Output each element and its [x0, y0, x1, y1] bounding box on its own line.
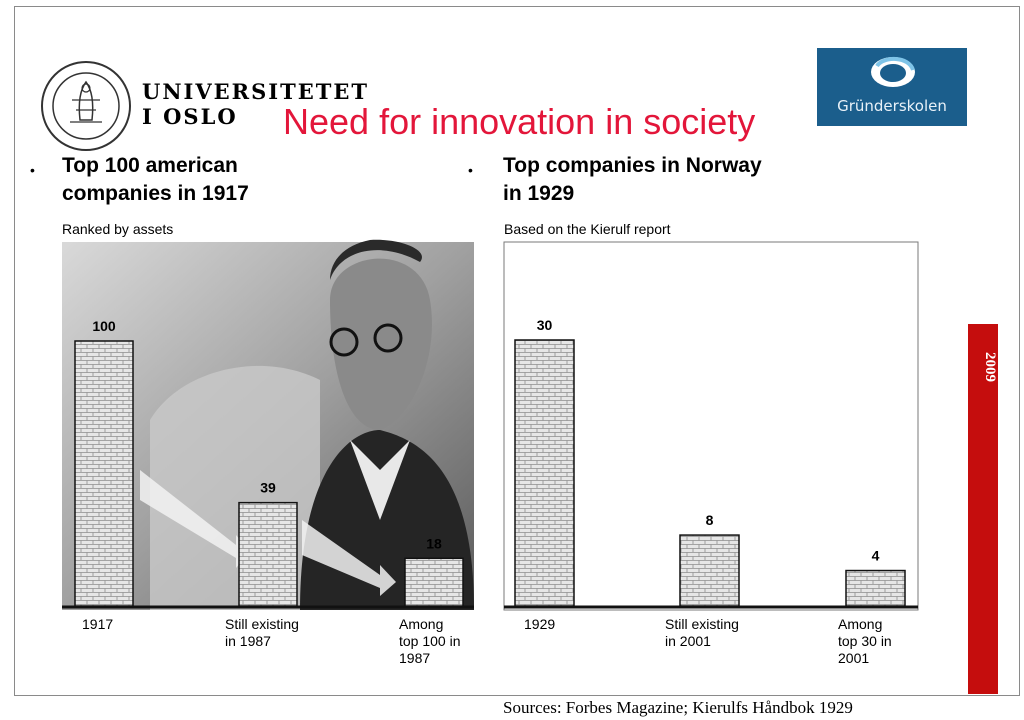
left-chart-data-label: 18: [426, 535, 442, 551]
left-chart-bar: [74, 340, 134, 607]
right-heading-line1: Top companies in Norway: [503, 154, 762, 177]
left-chart-category-label: Still existing in 1987: [225, 616, 299, 649]
right-chart-bar: [845, 569, 906, 607]
left-chart-category-label: 1917: [82, 616, 113, 632]
right-chart-bar: [679, 534, 740, 607]
right-chart-category-label: Still existing in 2001: [665, 616, 739, 649]
left-chart-bar: [404, 557, 464, 607]
university-name-line1: UNIVERSITETET: [142, 79, 369, 104]
right-chart-bar: [514, 339, 575, 607]
left-chart-category-label: Among top 100 in 1987: [399, 616, 461, 666]
left-subnote: Ranked by assets: [62, 221, 174, 237]
grunderskolen-logo-text: Gründerskolen: [837, 97, 947, 115]
right-chart-category-label: Among top 30 in 2001: [838, 616, 892, 666]
university-name-line2: I OSLO: [142, 104, 238, 129]
university-seal-icon: [41, 61, 131, 151]
right-subnote: Based on the Kierulf report: [504, 221, 671, 237]
grunderskolen-mark-icon: [871, 57, 915, 87]
year-tag: 2009: [982, 352, 998, 382]
right-heading-line2: in 1929: [503, 182, 575, 205]
sources-footnote: Sources: Forbes Magazine; Kierulfs Håndb…: [503, 698, 853, 717]
year-strip: 2009: [968, 324, 998, 694]
right-chart-data-label: 30: [537, 317, 553, 333]
left-bullet: •: [30, 162, 35, 178]
left-chart-bar: [238, 501, 298, 607]
right-bullet: •: [468, 162, 473, 178]
right-chart-category-label: 1929: [524, 616, 555, 632]
left-chart-data-label: 100: [92, 318, 116, 334]
left-heading: Top 100 american companies in 1917: [62, 152, 249, 208]
grunderskolen-logo: Gründerskolen: [817, 48, 967, 126]
right-chart-data-label: 8: [706, 512, 714, 528]
slide-title: Need for innovation in society: [283, 101, 756, 142]
right-chart-data-label: 4: [872, 548, 880, 564]
left-heading-line1: Top 100 american: [62, 154, 238, 177]
left-chart-panel: 100 1917 39 Still existing in 1987 18 Among top…: [62, 239, 474, 666]
right-chart-panel: 30 1929 8 Still existing in 2001 4 Among top 30…: [503, 241, 919, 666]
left-heading-line2: companies in 1917: [62, 182, 249, 205]
left-chart-data-label: 39: [260, 480, 276, 496]
right-heading: Top companies in Norway in 1929: [503, 152, 762, 208]
slide-frame: [14, 6, 1020, 696]
